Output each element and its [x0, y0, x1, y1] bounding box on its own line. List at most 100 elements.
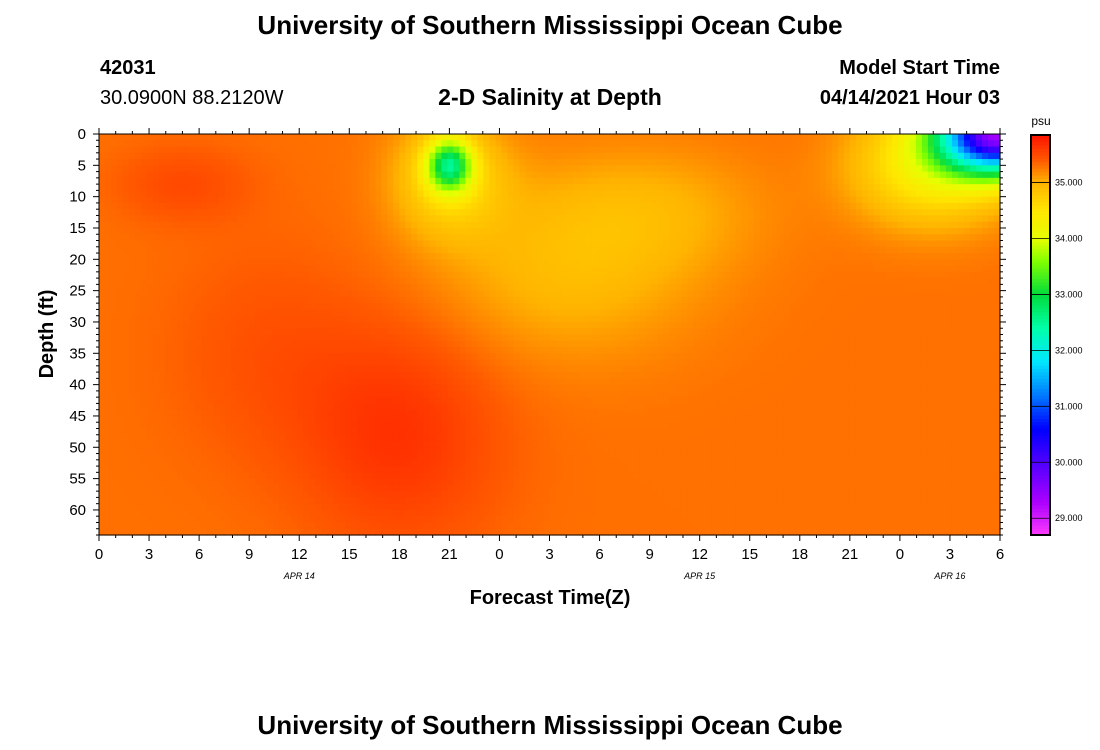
heatmap-cell: [393, 453, 400, 461]
heatmap-cell: [321, 146, 328, 154]
heatmap-cell: [453, 296, 460, 304]
heatmap-cell: [501, 190, 509, 198]
heatmap-cell: [405, 165, 412, 173]
heatmap-cell: [513, 171, 521, 179]
heatmap-cell: [531, 253, 539, 260]
heatmap-cell: [165, 516, 172, 524]
heatmap-cell: [561, 422, 569, 430]
heatmap-cell: [105, 334, 112, 342]
heatmap-cell: [501, 309, 509, 317]
heatmap-cell: [411, 441, 418, 448]
heatmap-cell: [513, 509, 521, 517]
heatmap-cell: [495, 365, 503, 373]
heatmap-cell: [483, 227, 491, 235]
heatmap-cell: [177, 271, 184, 279]
heatmap-cell: [399, 522, 406, 530]
heatmap-cell: [123, 434, 130, 442]
heatmap-cell: [219, 466, 226, 473]
heatmap-cell: [201, 146, 208, 154]
heatmap-cell: [225, 253, 232, 260]
heatmap-cell: [129, 491, 136, 499]
heatmap-cell: [153, 315, 160, 323]
heatmap-cell: [417, 384, 424, 392]
heatmap-cell: [399, 246, 406, 254]
heatmap-cell: [159, 434, 166, 442]
heatmap-cell: [309, 365, 316, 373]
heatmap-cell: [291, 321, 298, 329]
heatmap-cell: [153, 334, 160, 342]
heatmap-cell: [285, 347, 292, 354]
heatmap-cell: [231, 265, 238, 273]
heatmap-cell: [279, 165, 286, 173]
heatmap-cell: [483, 202, 491, 210]
heatmap-cell: [411, 309, 418, 317]
heatmap-cell: [363, 422, 370, 430]
heatmap-cell: [477, 466, 485, 473]
heatmap-cell: [447, 503, 454, 511]
heatmap-cell: [273, 253, 280, 260]
heatmap-cell: [177, 459, 184, 467]
heatmap-cell: [477, 453, 485, 461]
heatmap-cell: [147, 190, 154, 198]
heatmap-cell: [201, 359, 208, 367]
heatmap-cell: [471, 202, 479, 210]
heatmap-cell: [111, 390, 118, 398]
heatmap-cell: [471, 296, 479, 304]
heatmap-cell: [375, 434, 382, 442]
heatmap-cell: [135, 522, 142, 530]
heatmap-cell: [315, 347, 322, 354]
heatmap-cell: [243, 434, 250, 442]
heatmap-cell: [135, 397, 142, 405]
heatmap-cell: [243, 209, 250, 217]
heatmap-cell: [153, 472, 160, 480]
heatmap-cell: [561, 372, 569, 379]
heatmap-cell: [483, 447, 491, 455]
heatmap-cell: [105, 459, 112, 467]
heatmap-cell: [309, 159, 316, 166]
heatmap-cell: [189, 234, 196, 242]
heatmap-cell: [165, 184, 172, 191]
heatmap-cell: [123, 259, 130, 267]
heatmap-cell: [543, 227, 551, 235]
heatmap-cell: [423, 478, 430, 486]
heatmap-cell: [279, 365, 286, 373]
heatmap-cell: [369, 353, 376, 361]
heatmap-cell: [111, 447, 118, 455]
heatmap-cell: [303, 359, 310, 367]
heatmap-cell: [225, 246, 232, 254]
heatmap-cell: [333, 278, 340, 285]
heatmap-cell: [99, 259, 106, 267]
heatmap-cell: [531, 384, 539, 392]
heatmap-cell: [399, 146, 406, 154]
heatmap-cell: [309, 315, 316, 323]
heatmap-cell: [381, 259, 388, 267]
heatmap-cell: [501, 271, 509, 279]
heatmap-cell: [363, 384, 370, 392]
heatmap-cell: [423, 177, 430, 185]
heatmap-cell: [333, 453, 340, 461]
heatmap-cell: [351, 447, 358, 455]
heatmap-cell: [207, 459, 214, 467]
heatmap-cell: [297, 315, 304, 323]
heatmap-cell: [345, 234, 352, 242]
heatmap-cell: [249, 422, 256, 430]
heatmap-cell: [195, 522, 202, 530]
heatmap-cell: [249, 296, 256, 304]
heatmap-cell: [387, 234, 394, 242]
heatmap-cell: [255, 422, 262, 430]
heatmap-cell: [405, 378, 412, 386]
heatmap-cell: [435, 516, 442, 524]
heatmap-cell: [393, 484, 400, 492]
heatmap-cell: [159, 334, 166, 342]
heatmap-cell: [135, 209, 142, 217]
heatmap-cell: [255, 296, 262, 304]
heatmap-cell: [537, 184, 545, 191]
heatmap-cell: [219, 509, 226, 517]
heatmap-cell: [273, 234, 280, 242]
heatmap-cell: [387, 184, 394, 191]
heatmap-cell: [315, 303, 322, 311]
heatmap-cell: [327, 196, 334, 204]
heatmap-cell: [207, 202, 214, 210]
heatmap-cell: [255, 146, 262, 154]
heatmap-cell: [423, 284, 430, 292]
